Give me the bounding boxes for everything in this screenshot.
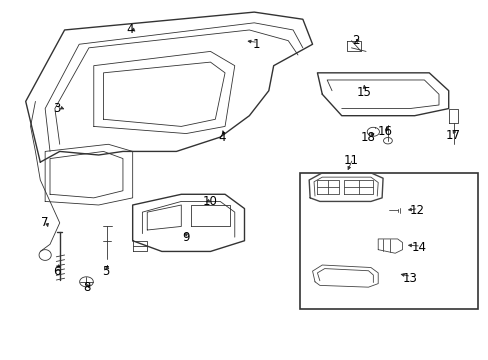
Text: 11: 11 bbox=[343, 154, 358, 167]
Bar bbox=[300, 173, 477, 309]
Text: 2: 2 bbox=[352, 34, 359, 47]
Text: 12: 12 bbox=[409, 204, 424, 217]
Text: 8: 8 bbox=[82, 281, 90, 294]
Text: 18: 18 bbox=[360, 131, 375, 144]
Text: 14: 14 bbox=[411, 241, 426, 255]
Text: 9: 9 bbox=[182, 231, 189, 244]
Text: 4: 4 bbox=[219, 131, 226, 144]
Text: 3: 3 bbox=[54, 102, 61, 115]
Text: 15: 15 bbox=[355, 86, 370, 99]
Text: 17: 17 bbox=[445, 129, 460, 142]
Text: 10: 10 bbox=[203, 195, 218, 208]
Text: 1: 1 bbox=[252, 38, 260, 51]
Text: 16: 16 bbox=[377, 125, 392, 138]
Text: 5: 5 bbox=[102, 265, 109, 278]
Text: 6: 6 bbox=[54, 265, 61, 278]
Text: 7: 7 bbox=[41, 216, 49, 229]
Text: 4: 4 bbox=[126, 23, 134, 36]
Text: 13: 13 bbox=[402, 272, 416, 285]
